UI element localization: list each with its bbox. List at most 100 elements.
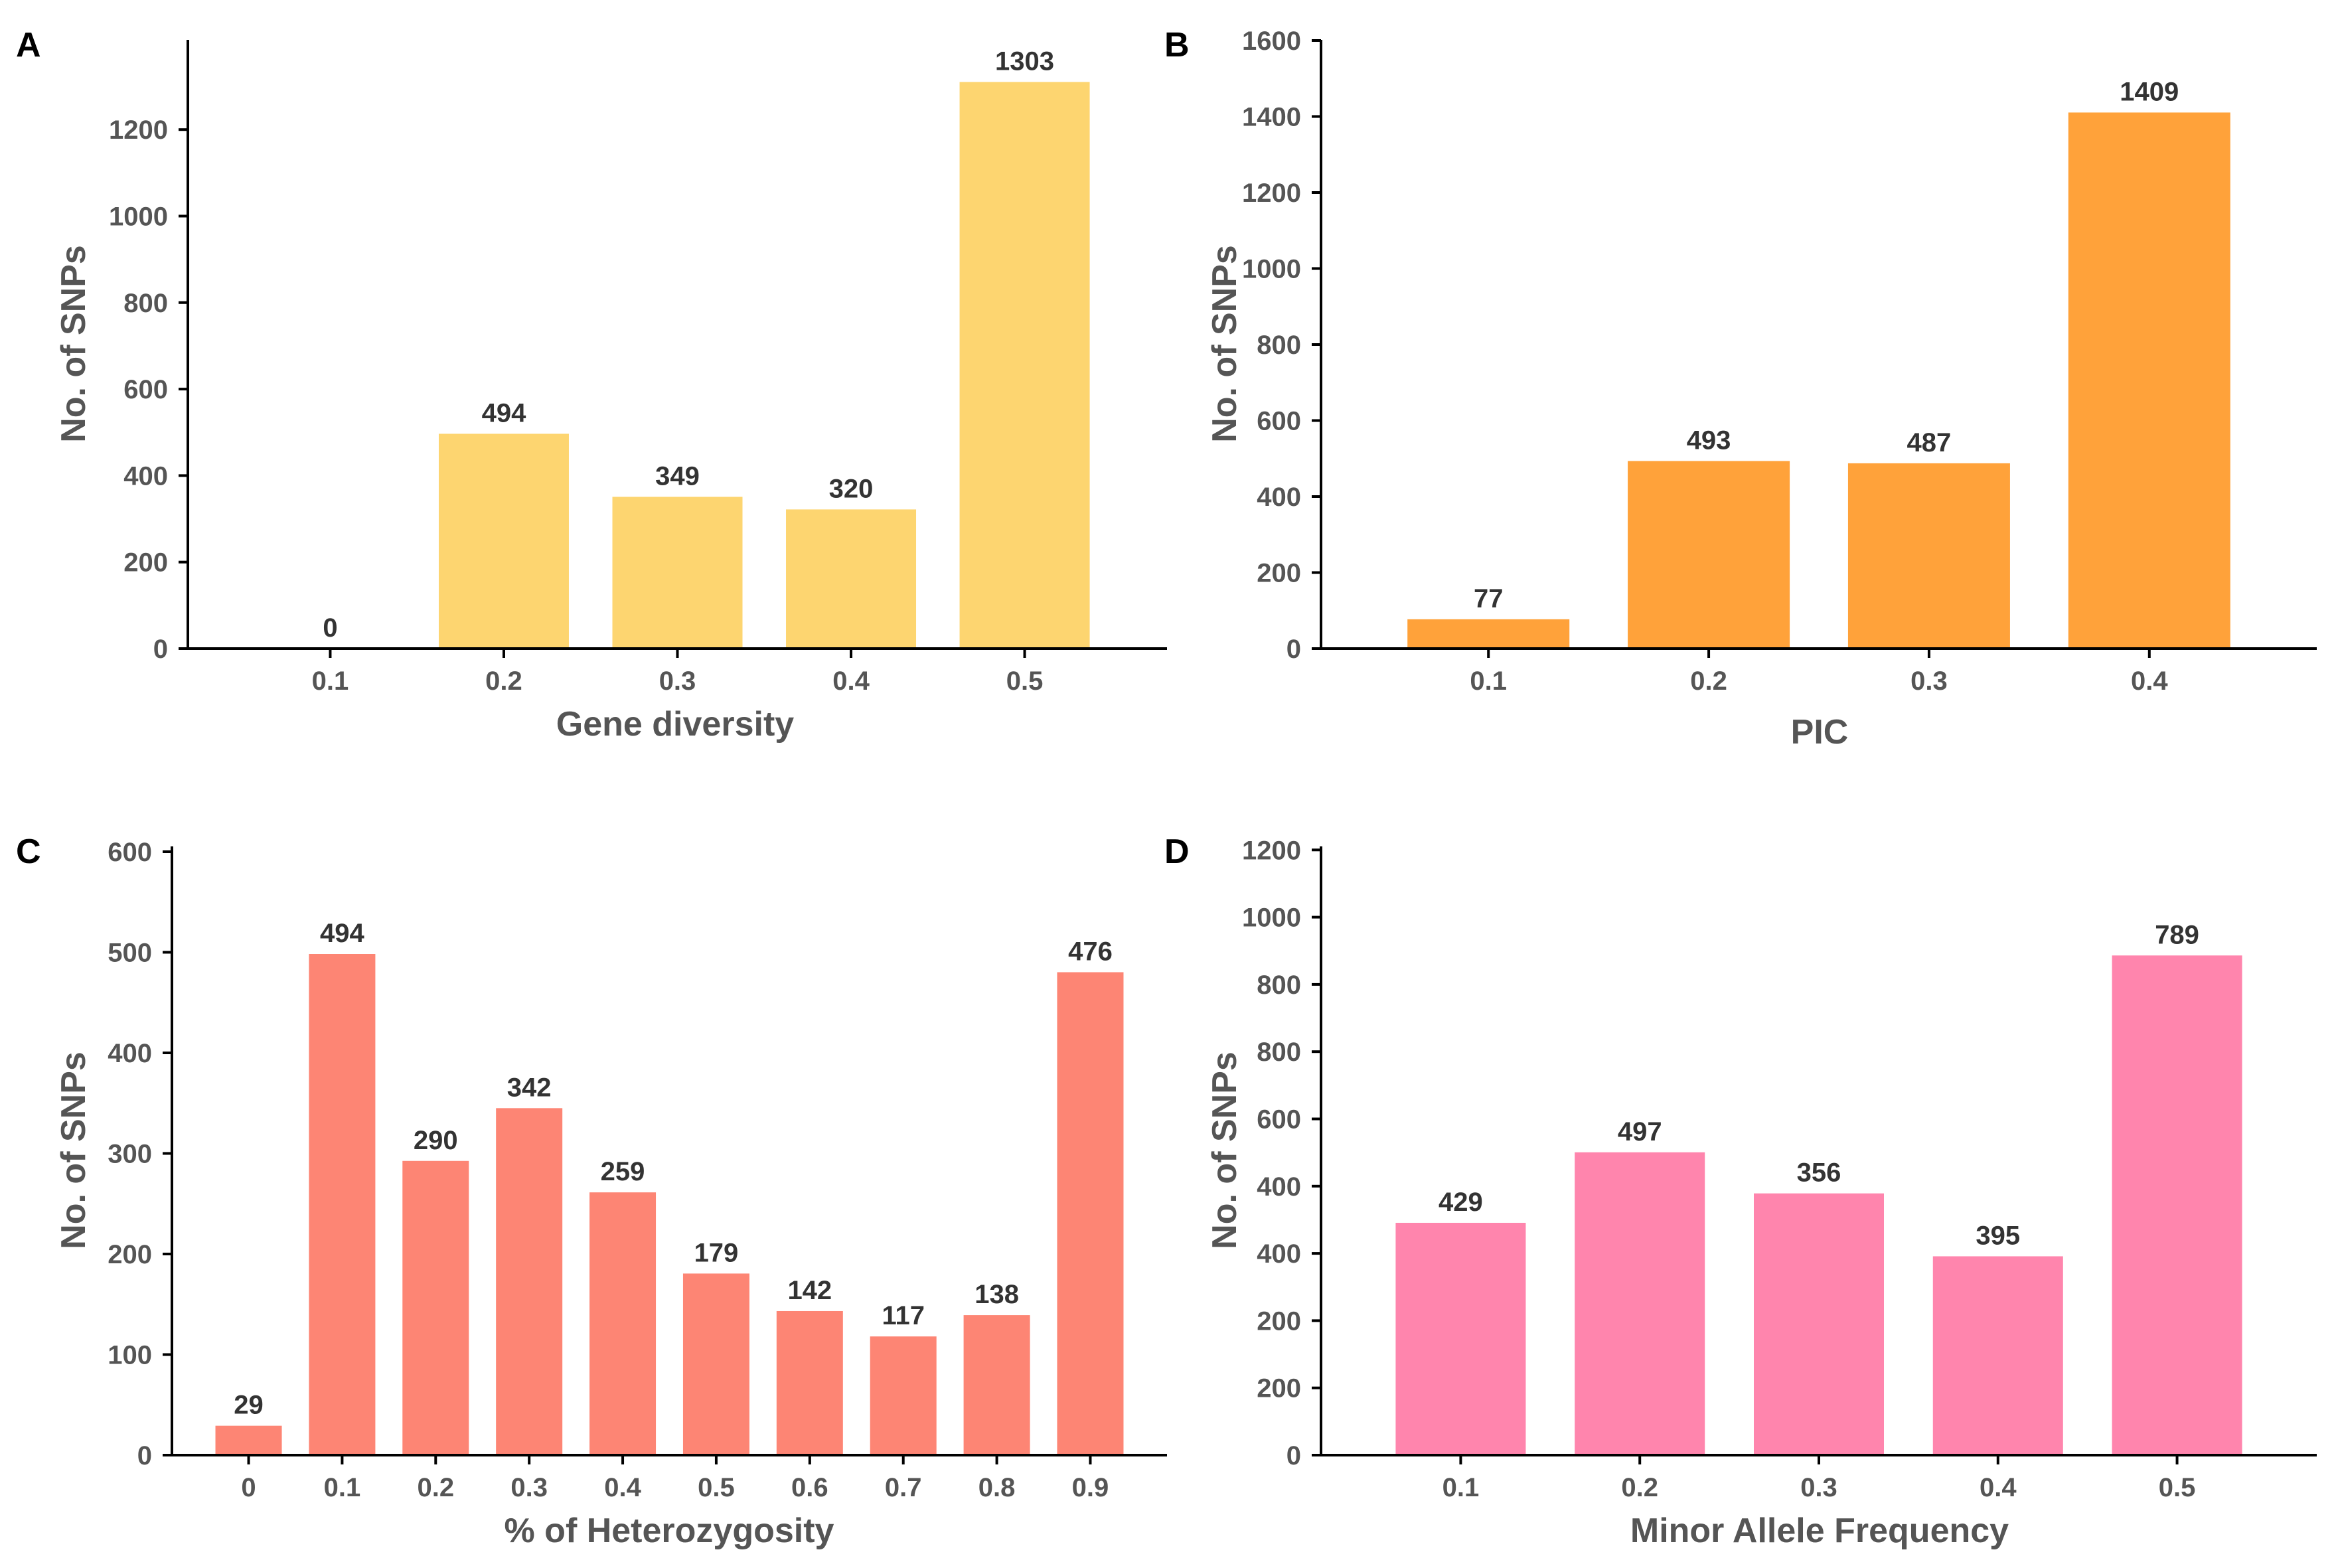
bar <box>963 1315 1030 1455</box>
data-label: 77 <box>1474 584 1504 613</box>
y-tick-label: 1400 <box>1242 103 1301 132</box>
bar <box>215 1425 282 1455</box>
panel-a: A 0 494 349 320 1303 0 200 400 600 800 1000 1200 0… <box>16 26 1167 744</box>
bar <box>1395 1223 1526 1455</box>
x-axis-title: Gene diversity <box>556 705 794 744</box>
y-tick-label: 500 <box>108 939 152 968</box>
y-tick-label: 600 <box>1257 407 1301 436</box>
data-label: 179 <box>694 1238 739 1267</box>
x-tick-label: 0.9 <box>1072 1473 1109 1502</box>
y-tick-label: 800 <box>1257 1038 1301 1067</box>
bar <box>612 497 743 649</box>
bar <box>959 82 1090 649</box>
y-tick-label: 800 <box>1257 331 1301 360</box>
x-tick-label: 0.6 <box>791 1473 828 1502</box>
panel-letter-b: B <box>1164 26 1190 64</box>
x-tick-label: 0 <box>241 1473 256 1502</box>
x-tick-label: 0.2 <box>1621 1473 1658 1502</box>
x-tick-label: 0.1 <box>312 666 349 696</box>
y-tick-label: 1200 <box>1242 179 1301 208</box>
data-label: 493 <box>1687 426 1731 455</box>
y-tick-label: 1000 <box>109 202 168 232</box>
y-tick-label: 800 <box>123 289 168 318</box>
y-axis-title: No. of SNPs <box>1206 1052 1244 1249</box>
data-label: 395 <box>1976 1221 2020 1250</box>
bar <box>1754 1193 1884 1455</box>
data-label: 0 <box>323 613 337 643</box>
data-label: 320 <box>829 474 874 503</box>
x-tick-label: 0.1 <box>1470 666 1507 696</box>
y-tick-label: 1200 <box>1242 836 1301 865</box>
x-tick-label: 0.4 <box>604 1473 641 1502</box>
data-label: 487 <box>1907 428 1952 457</box>
x-axis-title: PIC <box>1791 713 1849 751</box>
y-tick-label: 600 <box>123 375 168 404</box>
y-tick-label: 200 <box>1257 559 1301 588</box>
bar <box>1628 461 1790 649</box>
x-tick-label: 0.3 <box>510 1473 548 1502</box>
panel-letter-a: A <box>16 26 41 64</box>
panel-b: B 77 493 487 1409 0 200 400 600 800 1000 1200 1400… <box>1164 26 2317 751</box>
x-tick-label: 0.8 <box>978 1473 1016 1502</box>
y-tick-label: 200 <box>108 1240 152 1269</box>
panel-d: D 429 497 356 395 789 0 200 200 400 400 600 800 800… <box>1164 832 2317 1550</box>
data-label: 142 <box>787 1276 832 1305</box>
x-tick-label: 0.3 <box>1800 1473 1837 1502</box>
y-tick-label: 600 <box>108 838 152 867</box>
y-tick-label: 200 <box>1257 1374 1301 1403</box>
y-tick-label: 400 <box>108 1039 152 1068</box>
y-tick-label: 200 <box>123 548 168 578</box>
data-label: 342 <box>507 1073 552 1102</box>
x-tick-label: 0.4 <box>1980 1473 2017 1502</box>
y-tick-label: 600 <box>1257 1105 1301 1135</box>
y-tick-label: 0 <box>137 1441 152 1470</box>
data-label: 29 <box>234 1391 264 1420</box>
bar <box>309 954 376 1455</box>
bar <box>1575 1152 1705 1455</box>
y-tick-label: 400 <box>1257 483 1301 512</box>
bar <box>496 1108 563 1455</box>
panel-c: C 29 494 290 342 259 179 142 117 138 476 0 100 200 3… <box>16 832 1167 1550</box>
panel-letter-d: D <box>1164 832 1190 871</box>
x-axis-title: % of Heterozygosity <box>505 1512 834 1550</box>
x-axis-title: Minor Allele Frequency <box>1630 1512 2009 1550</box>
data-label: 1409 <box>2120 77 2179 106</box>
x-tick-label: 0.2 <box>1690 666 1727 696</box>
x-tick-label: 0.3 <box>1910 666 1948 696</box>
x-tick-label: 0.3 <box>659 666 696 696</box>
data-label: 356 <box>1797 1158 1841 1188</box>
y-tick-label: 1000 <box>1242 903 1301 933</box>
bar <box>1057 972 1124 1455</box>
data-label: 789 <box>2155 920 2199 949</box>
y-tick-label: 100 <box>108 1341 152 1370</box>
y-axis-title: No. of SNPs <box>54 1052 93 1249</box>
y-tick-label: 400 <box>1257 1239 1301 1269</box>
x-tick-label: 0.1 <box>324 1473 361 1502</box>
bar <box>2112 955 2242 1455</box>
x-tick-label: 0.4 <box>2131 666 2168 696</box>
x-tick-label: 0.2 <box>417 1473 454 1502</box>
bar <box>1847 463 2010 649</box>
bar <box>589 1192 657 1455</box>
bar <box>1932 1256 2063 1455</box>
x-tick-label: 0.4 <box>832 666 870 696</box>
x-tick-label: 0.5 <box>698 1473 735 1502</box>
x-tick-label: 0.2 <box>485 666 522 696</box>
data-label: 259 <box>601 1157 645 1186</box>
bar <box>2068 112 2230 649</box>
bar <box>1407 619 1570 649</box>
bar <box>682 1273 749 1455</box>
data-label: 429 <box>1439 1188 1483 1217</box>
y-tick-label: 200 <box>1257 1306 1301 1336</box>
data-label: 494 <box>320 919 364 948</box>
y-tick-label: 400 <box>1257 1172 1301 1202</box>
y-tick-label: 0 <box>1286 635 1301 664</box>
data-label: 494 <box>482 398 526 428</box>
y-tick-label: 400 <box>123 461 168 491</box>
data-label: 476 <box>1068 937 1113 967</box>
x-tick-label: 0.7 <box>885 1473 922 1502</box>
bar <box>786 509 917 649</box>
data-label: 349 <box>655 461 700 491</box>
y-tick-label: 0 <box>1286 1441 1301 1470</box>
bar <box>402 1160 469 1455</box>
